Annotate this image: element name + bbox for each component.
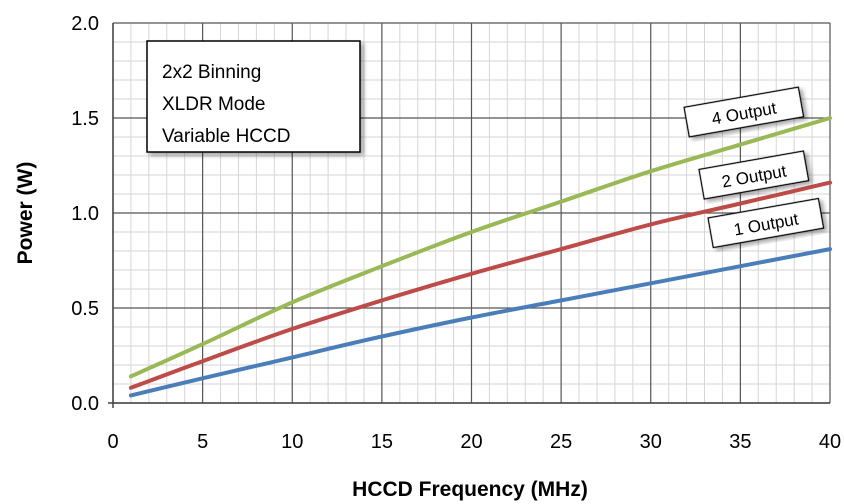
x-tick-label: 25 (550, 431, 572, 453)
series-label-2-output: 2 Output (698, 150, 810, 200)
annotation-line-2: XLDR Mode (162, 94, 266, 115)
x-tick-label: 5 (197, 431, 208, 453)
x-tick-label: 30 (640, 431, 662, 453)
series-line-4-output (128, 116, 832, 379)
x-tick-label: 15 (371, 431, 393, 453)
y-tick-label: 1.0 (71, 203, 99, 225)
series-label-4-output: 4 Output (683, 86, 805, 138)
y-tick-label: 0.5 (71, 298, 99, 320)
x-axis-ticks: 0 5 10 15 20 25 30 35 40 (107, 431, 841, 453)
series-lines (128, 116, 832, 398)
x-tick-label: 40 (819, 431, 841, 453)
x-tick-label: 0 (107, 431, 118, 453)
x-tick-label: 20 (460, 431, 482, 453)
series-line-2-output (128, 180, 832, 390)
y-tick-label: 2.0 (71, 13, 99, 35)
y-axis-ticks: 0.0 0.5 1.0 1.5 2.0 (71, 13, 99, 415)
y-tick-label: 0.0 (71, 393, 99, 415)
y-tick-label: 1.5 (71, 108, 99, 130)
series-line-1-output (128, 247, 832, 398)
annotation-line-1: 2x2 Binning (162, 62, 261, 83)
annotation-line-3: Variable HCCD (162, 126, 290, 147)
series-label-1-output: 1 Output (707, 197, 825, 249)
x-axis-title: HCCD Frequency (MHz) (352, 478, 588, 501)
x-tick-label: 35 (729, 431, 751, 453)
y-axis-title: Power (W) (14, 162, 37, 265)
x-tick-label: 10 (281, 431, 303, 453)
annotation-box: 2x2 Binning XLDR Mode Variable HCCD (146, 40, 361, 153)
